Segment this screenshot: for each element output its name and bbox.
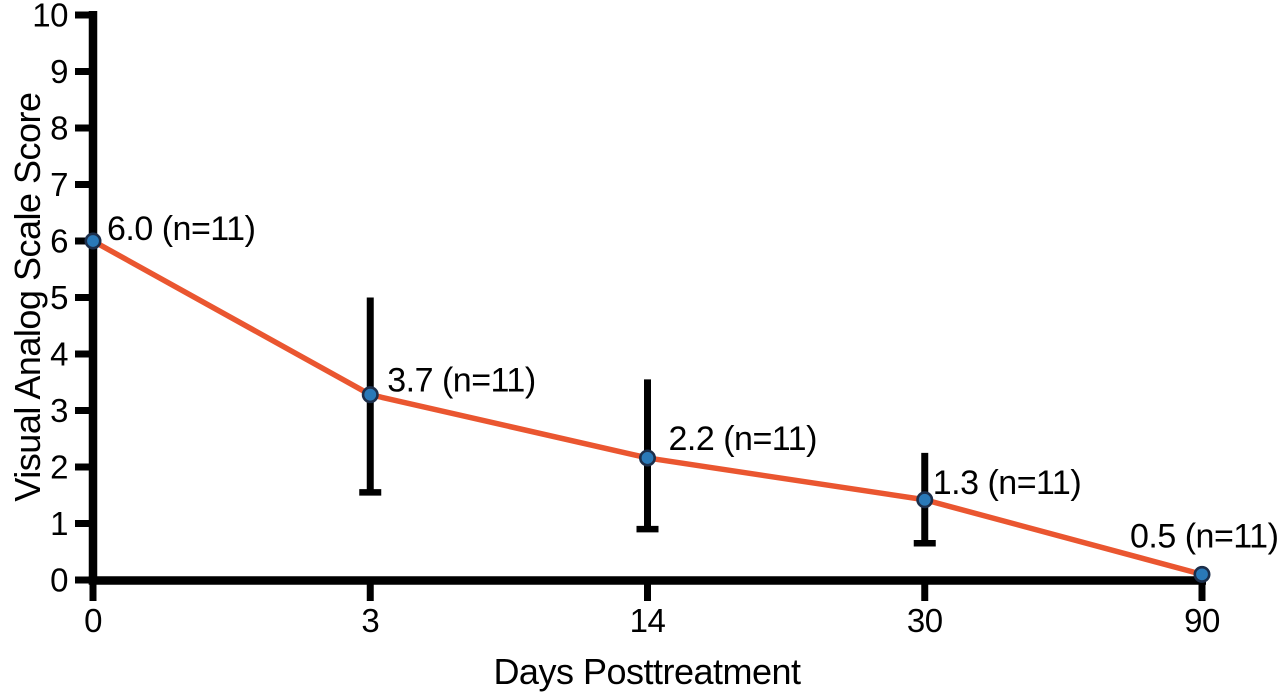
- data-point-marker: [361, 386, 379, 404]
- data-point-label: 2.2 (n=11): [669, 420, 817, 458]
- data-point-label: 0.5 (n=11): [1130, 517, 1278, 555]
- y-tick-label: 10: [32, 0, 68, 34]
- x-tick-label: 90: [1184, 602, 1220, 639]
- x-tick-label: 0: [84, 602, 102, 639]
- y-tick-label: 1: [50, 505, 68, 542]
- y-tick-label: 2: [50, 449, 68, 486]
- y-tick-label: 3: [50, 392, 68, 429]
- data-point-marker: [84, 232, 102, 250]
- x-axis-title: Days Posttreatment: [493, 651, 801, 692]
- y-tick-label: 4: [50, 336, 68, 373]
- x-tick-label: 14: [630, 602, 666, 639]
- data-point-marker: [916, 491, 934, 509]
- y-axis-title: Visual Analog Scale Score: [7, 92, 48, 501]
- y-tick-label: 0: [50, 562, 68, 599]
- y-tick-label: 6: [50, 223, 68, 260]
- data-point-marker: [638, 449, 656, 467]
- x-tick-label: 30: [907, 602, 943, 639]
- y-tick-label: 8: [50, 110, 68, 147]
- y-tick-label: 9: [50, 53, 68, 90]
- y-tick-label: 7: [50, 166, 68, 203]
- data-point-marker: [1193, 565, 1211, 583]
- data-point-label: 6.0 (n=11): [107, 210, 255, 248]
- x-tick-label: 3: [361, 602, 379, 639]
- data-point-label: 1.3 (n=11): [933, 464, 1081, 502]
- y-tick-label: 5: [50, 279, 68, 316]
- data-point-label: 3.7 (n=11): [387, 362, 535, 400]
